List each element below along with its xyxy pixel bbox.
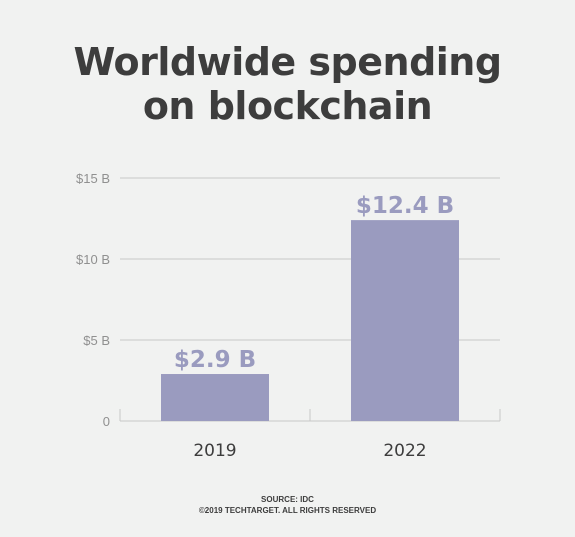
data-label: $12.4 B — [356, 193, 454, 219]
source-note: SOURCE: IDC ©2019 TECHTARGET. ALL RIGHTS… — [0, 494, 575, 516]
y-tick-label: $15 B — [76, 171, 110, 186]
copyright-line: ©2019 TECHTARGET. ALL RIGHTS RESERVED — [198, 506, 377, 515]
y-tick-label: $5 B — [83, 333, 110, 348]
x-tick-label: 2019 — [193, 441, 236, 461]
chart-title: Worldwide spending on blockchain — [0, 40, 575, 128]
data-label: $2.9 B — [174, 347, 256, 373]
bar — [161, 374, 269, 421]
chart-title-line-1: Worldwide spending — [73, 40, 502, 84]
bar — [351, 220, 459, 421]
x-tick-label: 2022 — [383, 441, 426, 461]
y-tick-label: $10 B — [76, 252, 110, 267]
y-tick-label: 0 — [103, 414, 110, 429]
source-line: SOURCE: IDC — [261, 495, 314, 504]
chart-title-line-2: on blockchain — [142, 84, 433, 128]
